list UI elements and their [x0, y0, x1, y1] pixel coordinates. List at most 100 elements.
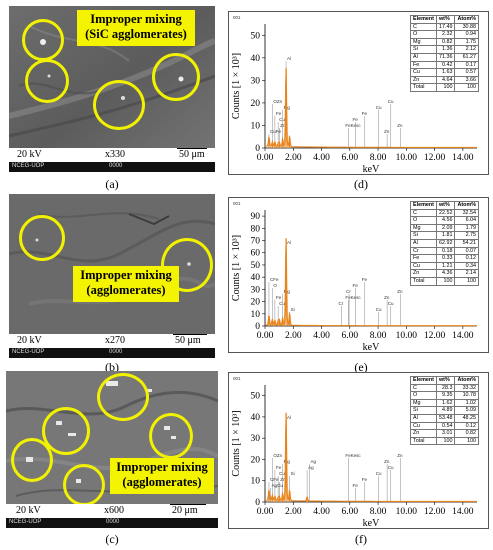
callout-line-1: Improper mixing: [90, 12, 182, 26]
callout-line-2: (agglomerates): [86, 283, 166, 297]
x-tick-label: 6.00: [341, 153, 358, 163]
table-cell: Al: [410, 413, 437, 423]
table-cell: 0.33: [435, 254, 456, 263]
table-row: Fe 0.42 0.17: [410, 60, 480, 70]
element-marker-label: Fe: [362, 277, 368, 282]
table-cell: Al: [410, 52, 437, 62]
table-row: Cu 0.54 0.12: [410, 421, 480, 431]
callout-line-2: (SiC agglomerates): [85, 27, 187, 41]
element-marker-label: Cu: [279, 301, 285, 306]
spectrum-line: [264, 414, 477, 503]
table-row: O 2.32 0.94: [410, 30, 480, 39]
x-tick-label: 10.00: [396, 331, 418, 341]
element-marker-label: Cu: [388, 99, 394, 104]
callout-line-2: (agglomerates): [122, 475, 202, 489]
table-row: Mg 1.62 1.02: [410, 398, 480, 408]
table-cell: Zn: [410, 75, 437, 85]
element-marker-label: FeKesc: [345, 123, 361, 128]
table-cell: 100: [435, 83, 456, 92]
element-marker-label: Zn: [384, 459, 390, 464]
element-marker-label: Si: [291, 307, 295, 312]
element-marker-label: Zn: [397, 123, 403, 128]
table-cell: Mg: [410, 398, 437, 408]
table-cell: O: [410, 216, 437, 225]
x-tick-label: 0.00: [257, 507, 274, 517]
table-cell: Al: [410, 238, 437, 248]
element-marker-label: Zn: [397, 289, 403, 294]
y-tick-label: 50: [251, 392, 261, 402]
highlight-circle: [11, 438, 53, 482]
table-row: Total 100 100: [410, 436, 480, 446]
x-tick-label: 10.00: [396, 153, 418, 163]
y-tick-label: 50: [251, 31, 261, 41]
sem-info-bar: 20 kV x330 50 μm NCEG-UOP 0000: [9, 148, 215, 172]
y-tick-label: 0: [255, 498, 260, 508]
eds-chart-e: 001 0 10 20 30 40 50 60 70 80 90 0.00 2.00 4.00 6.00 8.…: [228, 197, 489, 353]
table-cell: 0.18: [435, 246, 456, 256]
eds-table-e: Element wt% Atom% C 22.52 32.54 O 4.56 6.04 Mg 2.0…: [410, 201, 480, 286]
table-cell: Total: [410, 83, 437, 92]
lab-text: NCEG-UOP: [9, 519, 42, 525]
eds-table-f: Element wt% Atom% C 28.3 33.32 O 9.35 10.78 Mg 1.6…: [410, 376, 480, 446]
x-tick-label: 2.00: [285, 331, 302, 341]
spectrum-header: 001: [233, 15, 241, 20]
x-tick-label: 8.00: [370, 507, 387, 517]
y-tick-label: 90: [251, 212, 261, 222]
element-marker-label: Cu: [279, 471, 285, 476]
sem-info-bar: 20 kV x270 50 μm NCEG-UOP 0000: [9, 334, 215, 358]
element-marker-label: Al: [287, 240, 291, 245]
table-row: Mg 0.82 1.75: [410, 37, 480, 47]
table-row: O 9.35 10.78: [410, 391, 480, 400]
x-tick-label: 4.00: [313, 153, 330, 163]
table-header-cell: Element: [410, 201, 437, 210]
y-tick-label: 10: [251, 477, 261, 487]
y-axis-label: Counts [1 × 10³]: [231, 53, 242, 119]
table-cell: 0.42: [435, 60, 456, 70]
table-cell: O: [410, 391, 437, 400]
eds-chart-d: 001 0 10 20 30 40 50 0.00 2.00 4.00 6.00 8.00 10.00 1…: [228, 11, 489, 175]
callout-line-1: Improper mixing: [116, 460, 208, 474]
table-cell: 0.82: [435, 37, 456, 47]
x-axis-label: keV: [363, 164, 380, 175]
y-tick-label: 30: [251, 76, 261, 86]
table-cell: Cu: [410, 261, 437, 271]
callout-label-a: Improper mixing (SiC agglomerates): [77, 10, 195, 46]
y-tick-label: 40: [251, 273, 261, 283]
table-row: Cu 1.21 0.34: [410, 261, 480, 271]
table-cell: 0.12: [454, 421, 480, 431]
spectrum-header: 001: [233, 376, 241, 381]
element-marker-label: CuFe: [270, 129, 282, 134]
table-cell: 6.04: [454, 216, 480, 225]
table-header-cell: Element: [410, 376, 437, 385]
sem-image-a: Improper mixing (SiC agglomerates) 20 kV…: [9, 6, 215, 172]
element-marker-label: Cu: [376, 307, 382, 312]
table-row: Total 100 100: [410, 276, 480, 286]
table-cell: Zn: [410, 269, 437, 278]
table-row: Fe 0.33 0.12: [410, 254, 480, 263]
callout-label-c: Improper mixing (agglomerates): [110, 458, 214, 494]
panel-label-b: (b): [105, 360, 119, 374]
y-tick-label: 30: [251, 434, 261, 444]
x-tick-label: 4.00: [313, 331, 330, 341]
table-cell: 2.12: [454, 45, 480, 54]
element-marker-label: Cu: [376, 471, 382, 476]
table-cell: 61.27: [454, 52, 480, 62]
table-cell: 0.94: [454, 30, 480, 39]
table-row: Al 62.92 54.21: [410, 238, 480, 248]
element-marker-label: Fe: [352, 283, 358, 288]
table-cell: Si: [410, 406, 437, 415]
x-tick-label: 6.00: [341, 331, 358, 341]
scale-bar-text: 50 μm: [175, 335, 201, 346]
highlight-circle: [25, 59, 69, 103]
table-cell: Cr: [410, 246, 437, 256]
y-tick-label: 40: [251, 413, 261, 423]
table-cell: 0.07: [454, 246, 480, 256]
element-marker-label: AgCu: [272, 483, 284, 488]
voltage-text: 20 kV: [17, 335, 42, 346]
table-header-row: Element wt% Atom%: [410, 15, 480, 24]
callout-label-b: Improper mixing (agglomerates): [73, 266, 179, 302]
voltage-text: 20 kV: [17, 149, 42, 160]
highlight-circle: [149, 413, 193, 459]
scale-bar: [170, 504, 206, 505]
table-row: Si 4.89 5.09: [410, 406, 480, 415]
